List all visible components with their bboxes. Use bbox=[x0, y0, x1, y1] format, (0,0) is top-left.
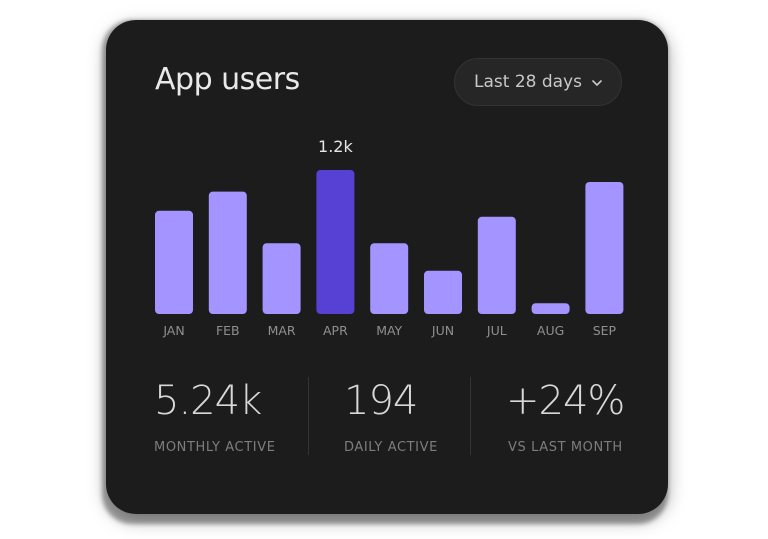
x-tick-label: MAY bbox=[376, 323, 402, 338]
date-range-dropdown[interactable]: Last 28 days bbox=[454, 58, 622, 106]
x-tick-label: AUG bbox=[537, 323, 564, 338]
stat-label-monthly-active: MONTHLY ACTIVE bbox=[154, 440, 276, 455]
bar-aug[interactable] bbox=[531, 303, 570, 314]
stat-value-daily-active: 194 bbox=[344, 378, 418, 424]
users-bar-chart: JAN FEB MAR APR 1.2k MAY JUN JUL AUG SEP bbox=[155, 137, 624, 338]
bar-apr[interactable] bbox=[316, 170, 355, 314]
stat-divider bbox=[308, 377, 309, 455]
bar-jan[interactable] bbox=[155, 210, 193, 314]
date-range-label: Last 28 days bbox=[474, 72, 582, 92]
x-tick-label: FEB bbox=[216, 323, 240, 338]
card-title: App users bbox=[155, 62, 300, 97]
stat-value-vs-last-month: +24% bbox=[506, 378, 625, 424]
stat-label-vs-last-month: VS LAST MONTH bbox=[508, 440, 623, 455]
stat-label-daily-active: DAILY ACTIVE bbox=[344, 440, 438, 455]
bar-jul[interactable] bbox=[477, 216, 516, 314]
x-tick-label: APR bbox=[323, 323, 348, 338]
x-tick-label: SEP bbox=[593, 323, 617, 338]
x-tick-label: JUN bbox=[431, 323, 454, 338]
stat-value-monthly-active: 5.24k bbox=[154, 378, 262, 424]
bar-feb[interactable] bbox=[208, 191, 247, 314]
bar-jun[interactable] bbox=[424, 270, 462, 314]
bar-mar[interactable] bbox=[262, 243, 301, 314]
chevron-down-icon bbox=[592, 76, 602, 90]
bar-sep[interactable] bbox=[585, 182, 624, 314]
app-users-card: App users Last 28 days JAN FEB MAR APR 1.2k M… bbox=[106, 20, 668, 514]
x-tick-label: JUL bbox=[486, 323, 507, 338]
highlight-value-label: 1.2k bbox=[318, 137, 353, 156]
x-tick-label: MAR bbox=[268, 323, 296, 338]
x-tick-label: JAN bbox=[162, 323, 184, 338]
stat-divider bbox=[470, 377, 471, 455]
bar-may[interactable] bbox=[370, 243, 409, 314]
